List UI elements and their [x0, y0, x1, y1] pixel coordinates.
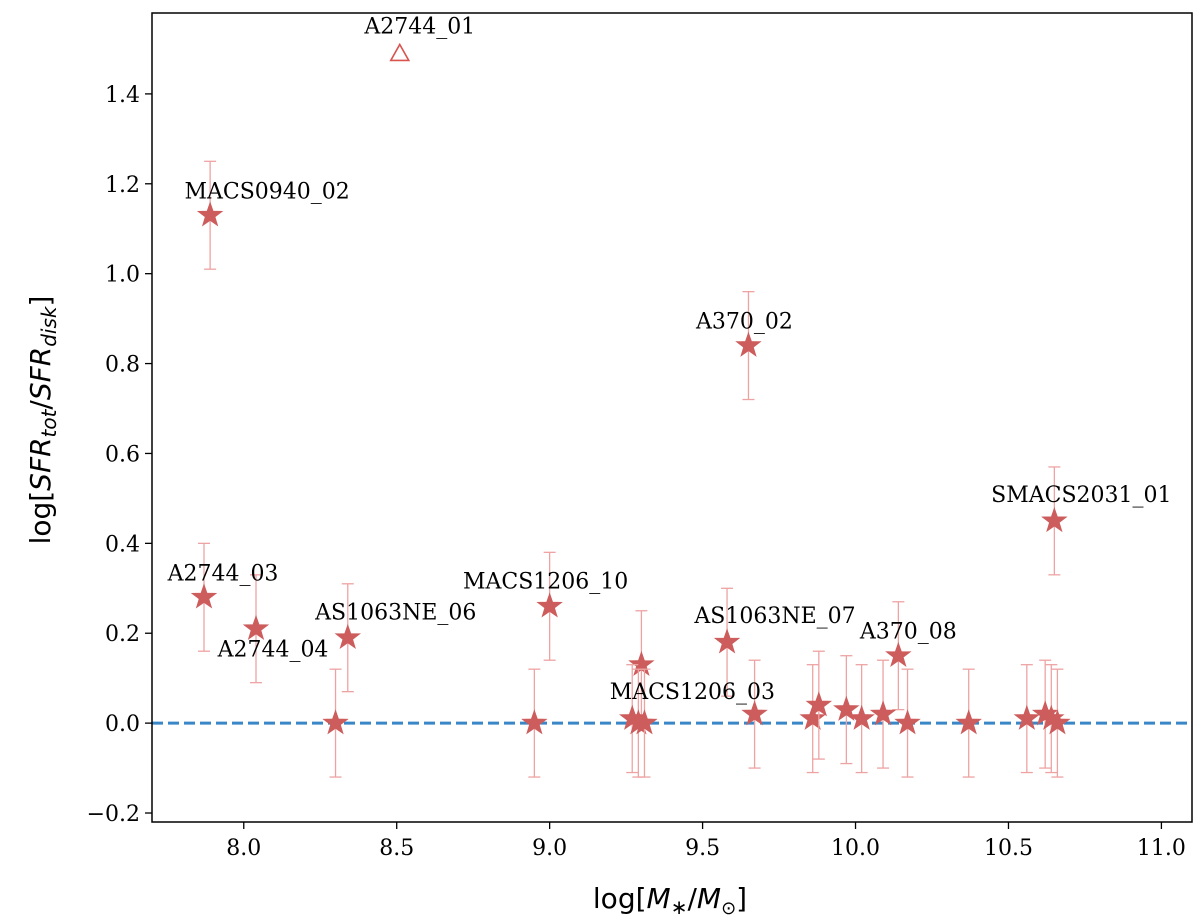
x-tick-label: 9.0 — [532, 836, 567, 861]
star-point — [955, 709, 982, 735]
x-tick-label: 9.5 — [685, 836, 720, 861]
star-point — [322, 709, 349, 735]
y-tick-label: 0.8 — [105, 353, 140, 378]
star-point — [735, 331, 762, 357]
annotation-label: A2744_01 — [363, 14, 475, 39]
star-point — [833, 695, 860, 721]
star-point — [631, 709, 658, 735]
x-tick-label: 8.0 — [226, 836, 261, 861]
annotation-label: MACS0940_02 — [184, 179, 349, 204]
star-point — [848, 704, 875, 730]
annotation-label: A370_08 — [859, 620, 957, 645]
annotation-label: A2744_03 — [167, 561, 279, 586]
star-point — [799, 704, 826, 730]
star-point — [1044, 709, 1071, 735]
y-tick-label: 1.4 — [105, 83, 140, 108]
annotation-label: A2744_04 — [217, 638, 329, 663]
x-tick-label: 10.0 — [831, 836, 880, 861]
annotation-label: MACS1206_10 — [463, 569, 628, 594]
star-point — [196, 201, 224, 227]
star-point — [894, 709, 921, 735]
star-point — [741, 700, 768, 726]
y-tick-label: 0.2 — [105, 622, 140, 647]
x-tick-label: 8.5 — [379, 836, 414, 861]
star-point — [628, 650, 655, 676]
triangle-point — [389, 42, 411, 62]
plot-area — [152, 13, 1192, 822]
star-point — [536, 592, 563, 618]
axes-frame — [151, 12, 1193, 823]
star-point — [190, 583, 218, 609]
data-marks — [190, 42, 1071, 778]
y-tick-label: 1.0 — [105, 263, 140, 288]
plot-background — [152, 13, 1192, 822]
x-tick-label: 11.0 — [1137, 836, 1186, 861]
star-point — [521, 709, 548, 735]
annotation-label: A370_02 — [695, 310, 793, 335]
star-point — [1041, 506, 1068, 533]
annotation-label: SMACS2031_01 — [991, 483, 1171, 508]
star-point — [869, 700, 897, 726]
x-axis-title: log[M∗/M⊙] — [593, 882, 747, 917]
star-point — [242, 614, 270, 640]
annotation-label: MACS1206_03 — [610, 680, 775, 705]
annotations: A2744_01 MACS0940_02 A370_02 SMACS2031_01 A2… — [167, 14, 1172, 705]
x-tick-label: 10.5 — [984, 836, 1033, 861]
annotation-label: AS1063NE_07 — [693, 604, 855, 629]
axes-border — [151, 12, 1193, 823]
y-tick-label: −0.2 — [87, 802, 140, 827]
y-tick-label: 0.6 — [105, 442, 140, 467]
y-tick-label: 1.2 — [105, 173, 140, 198]
annotation-label: AS1063NE_06 — [314, 601, 476, 626]
y-axis-title: log[SFRtot/SFRdisk] — [24, 296, 61, 545]
star-point — [885, 641, 912, 667]
y-tick-label: 0.0 — [105, 712, 140, 737]
axis-ticks: 8.0 8.5 9.0 9.5 10.0 10.5 11.0 −0.2 0.0 0.2 0.4 0.6… — [87, 83, 1186, 861]
star-point — [334, 623, 361, 649]
star-point — [805, 691, 833, 717]
star-point — [713, 628, 741, 654]
star-point — [1013, 704, 1041, 730]
y-tick-label: 0.4 — [105, 532, 140, 557]
